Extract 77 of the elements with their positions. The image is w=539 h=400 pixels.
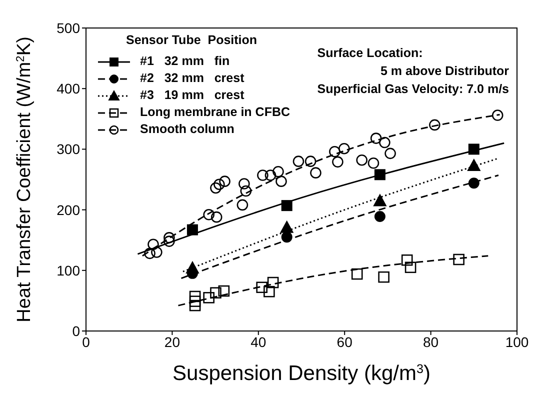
y-tick-label: 100 <box>56 262 80 278</box>
x-tick-label: 20 <box>164 334 180 350</box>
point <box>378 271 390 283</box>
legend-label: #2 32 mm crest <box>140 70 244 87</box>
point <box>404 262 416 274</box>
x-tick-label: 80 <box>423 334 439 350</box>
point <box>374 169 386 180</box>
point <box>264 286 275 298</box>
legend-label: Smooth column <box>140 121 234 138</box>
point <box>373 194 386 206</box>
y-tick-label: 400 <box>56 80 80 97</box>
point <box>468 144 480 155</box>
point <box>379 136 390 148</box>
point <box>219 176 230 187</box>
point <box>281 232 292 243</box>
x-tick-label: 60 <box>336 334 353 350</box>
point <box>164 232 175 244</box>
x-tick-label: 40 <box>250 334 266 350</box>
point <box>214 178 225 190</box>
point <box>401 254 413 266</box>
point <box>329 146 340 158</box>
point <box>257 170 268 181</box>
point <box>304 156 316 167</box>
point <box>281 200 292 212</box>
y-tick-label: 0 <box>72 322 80 339</box>
point <box>368 157 380 169</box>
annotation: 5 m above Distributor <box>380 64 509 78</box>
point <box>272 166 284 178</box>
point <box>267 276 279 288</box>
point <box>148 238 159 250</box>
point <box>453 254 464 266</box>
point <box>338 142 350 154</box>
point <box>203 209 214 220</box>
point <box>210 211 222 223</box>
point <box>186 261 199 274</box>
point <box>356 154 368 166</box>
point <box>189 300 201 312</box>
point <box>238 178 250 190</box>
point <box>492 110 504 121</box>
point <box>374 210 386 222</box>
point <box>280 220 294 233</box>
point <box>332 156 344 168</box>
point <box>384 148 396 160</box>
point <box>186 224 198 236</box>
legend-title: Sensor Tube Position <box>125 32 258 49</box>
x-tick-label: 0 <box>82 334 90 350</box>
legend-label: #1 32 mm fin <box>140 53 230 70</box>
point <box>218 285 230 297</box>
point <box>210 287 222 298</box>
annotation: Surface Location: <box>317 46 423 60</box>
y-tick-label: 300 <box>56 141 80 158</box>
point <box>467 159 480 172</box>
point <box>236 199 248 211</box>
x-axis-title: Suspension Density (kg/m$^{3}$) <box>172 362 430 385</box>
point <box>151 246 162 258</box>
point <box>144 248 156 260</box>
y-tick-label: 200 <box>56 202 80 218</box>
point <box>164 236 175 247</box>
point <box>210 182 222 194</box>
y-tick-label: 500 <box>56 20 80 36</box>
point <box>310 167 322 178</box>
point <box>189 290 201 302</box>
point <box>468 178 480 189</box>
point <box>370 132 382 144</box>
point <box>351 268 363 280</box>
point <box>189 296 201 307</box>
point <box>256 282 268 294</box>
point <box>240 185 252 197</box>
point <box>276 176 287 187</box>
point <box>292 156 304 167</box>
legend-label: Long membrane in CFBC <box>140 104 290 121</box>
point <box>264 170 276 181</box>
legend-label: #3 19 mm crest <box>140 87 244 104</box>
annotation: Superficial Gas Velocity: 7.0 m/s <box>317 82 509 96</box>
x-tick-label: 100 <box>505 334 529 350</box>
point <box>429 119 440 131</box>
point <box>203 292 214 304</box>
